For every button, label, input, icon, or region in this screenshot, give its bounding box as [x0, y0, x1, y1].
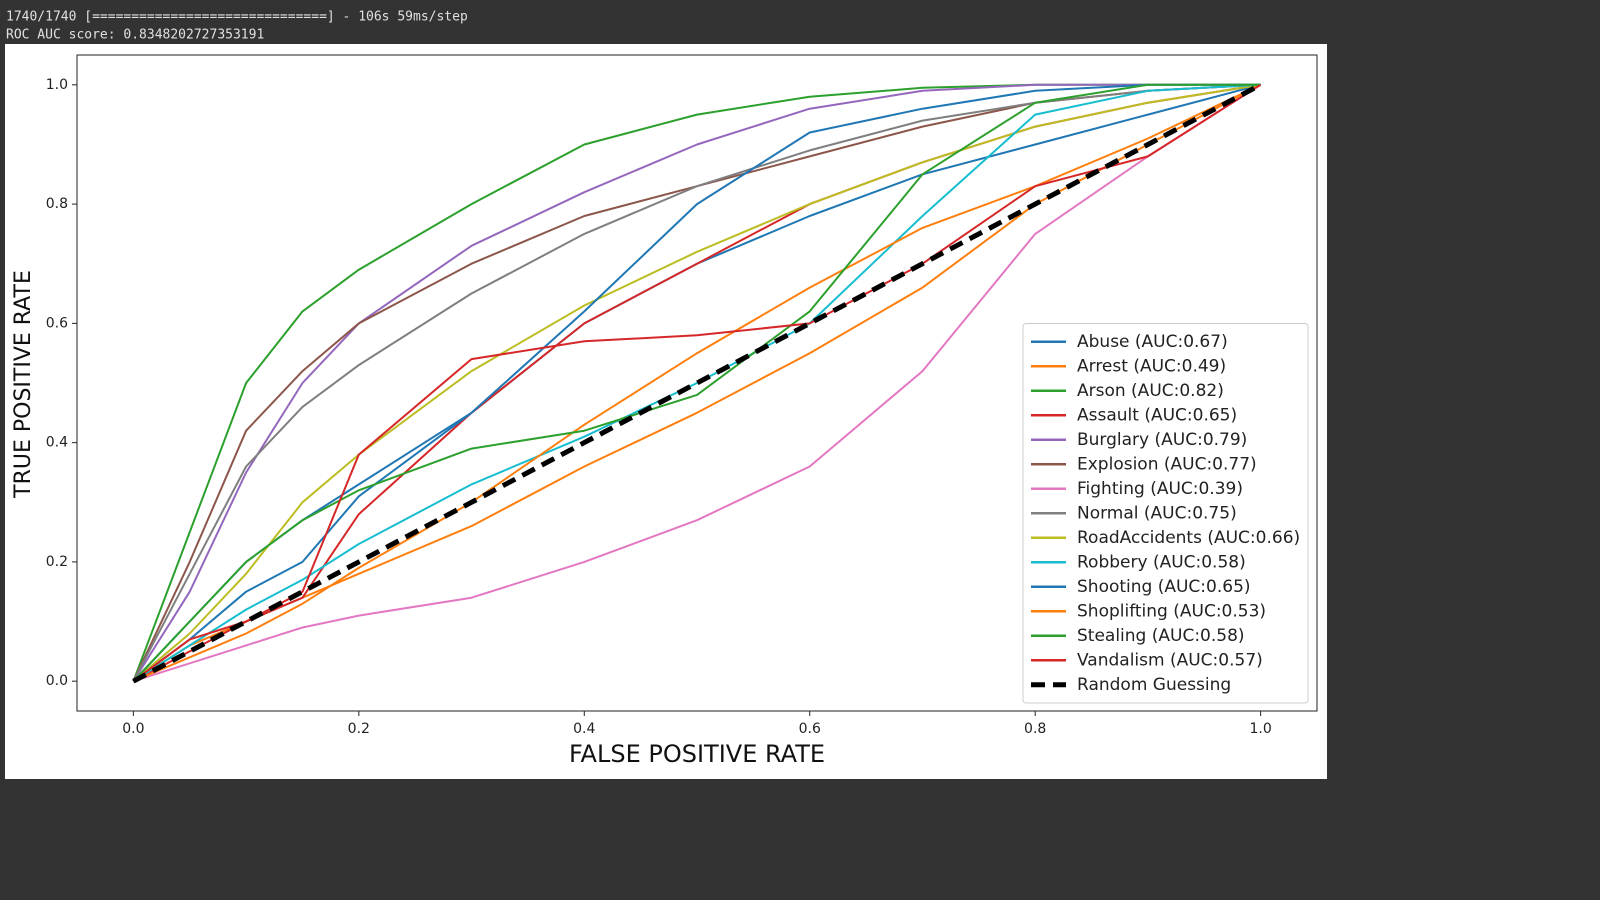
console-line: 1740/1740 [=============================… [6, 10, 468, 25]
legend-label: Explosion (AUC:0.77) [1077, 454, 1257, 474]
legend-label: Abuse (AUC:0.67) [1077, 332, 1228, 352]
legend-label: Arrest (AUC:0.49) [1077, 356, 1226, 376]
legend-label: Normal (AUC:0.75) [1077, 503, 1237, 523]
y-tick-label: 0.0 [46, 673, 68, 689]
x-tick-label: 0.6 [799, 721, 821, 737]
legend-label: Shoplifting (AUC:0.53) [1077, 601, 1266, 621]
x-axis-label: FALSE POSITIVE RATE [569, 740, 825, 768]
roc-curve [132, 83, 1261, 682]
legend-label: Vandalism (AUC:0.57) [1077, 650, 1263, 670]
y-tick-label: 0.6 [46, 315, 68, 331]
roc-curve [132, 83, 1261, 683]
roc-curve [132, 83, 1261, 683]
legend-label: Robbery (AUC:0.58) [1077, 552, 1246, 572]
legend-label: Fighting (AUC:0.39) [1077, 479, 1243, 499]
console-line: ROC AUC score: 0.8348202727353191 [6, 28, 264, 43]
roc-curve [133, 83, 1262, 683]
roc-curve [132, 83, 1261, 682]
legend-label: Random Guessing [1077, 675, 1231, 695]
y-tick-label: 0.2 [46, 554, 68, 570]
legend-box [1022, 323, 1309, 704]
legend: Abuse (AUC:0.67) Arrest (AUC:0.49) Arson (… [1022, 323, 1309, 704]
roc-curve [132, 83, 1262, 683]
y-axis-label: TRUE POSITIVE RATE [11, 270, 36, 499]
x-tick-label: 1.0 [1250, 721, 1272, 737]
legend-label: Stealing (AUC:0.58) [1077, 626, 1245, 646]
x-tick-label: 0.4 [573, 721, 595, 737]
y-tick-label: 1.0 [46, 77, 68, 93]
axes-frame [76, 54, 1318, 712]
legend-label: RoadAccidents (AUC:0.66) [1077, 528, 1300, 548]
x-tick-label: 0.2 [348, 721, 370, 737]
legend-label: Shooting (AUC:0.65) [1077, 577, 1251, 597]
legend-label: Arson (AUC:0.82) [1077, 381, 1224, 401]
y-tick-label: 0.4 [46, 435, 68, 451]
legend-label: Assault (AUC:0.65) [1077, 405, 1237, 425]
roc-curve [132, 82, 1262, 684]
legend-label: Burglary (AUC:0.79) [1077, 430, 1247, 450]
x-tick-label: 0.8 [1024, 721, 1046, 737]
roc-curve [132, 83, 1261, 682]
x-tick-label: 0.0 [122, 721, 144, 737]
y-tick-label: 0.8 [46, 196, 68, 212]
